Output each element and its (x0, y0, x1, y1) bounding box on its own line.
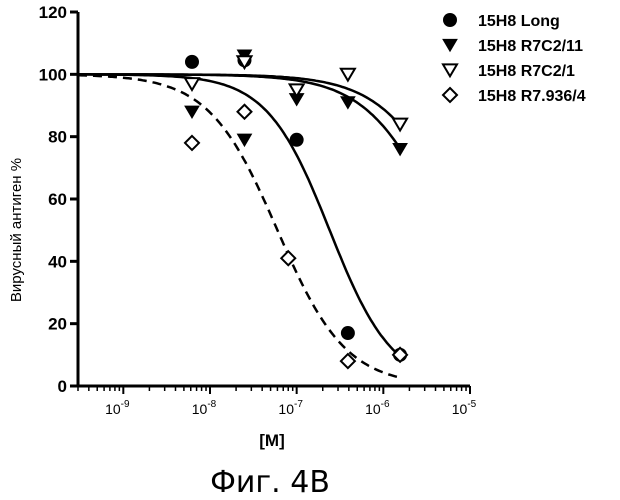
y-tick-label: 40 (48, 252, 67, 271)
chart: 0 20 40 60 80 100 120 10-9 10-8 10-7 10-6 10-5 15H8… (0, 0, 620, 500)
fit-curve-1 (78, 74, 401, 357)
data-point-s1 (341, 326, 355, 340)
y-tick-label: 0 (58, 377, 67, 396)
legend-label-4: 15H8 R7.936/4 (478, 88, 586, 105)
legend: 15H8 Long 15H8 R7C2/11 15H8 R7C2/1 15H8 R7.… (443, 13, 586, 105)
y-tick-label: 80 (48, 128, 67, 147)
legend-label-1: 15H8 Long (478, 13, 560, 30)
x-tick-label: 10-5 (452, 399, 477, 417)
y-tick-label: 60 (48, 190, 67, 209)
data-point-s4 (185, 136, 199, 150)
y-tick-label: 120 (39, 3, 67, 22)
data-point-s4 (237, 105, 251, 119)
y-axis-title: Вирусный антиген % (8, 158, 25, 302)
data-point-s1 (185, 55, 199, 69)
data-point-s1 (290, 133, 304, 147)
x-tick-label: 10-6 (365, 399, 390, 417)
data-point-s2 (185, 106, 199, 118)
legend-marker-1 (443, 13, 457, 27)
legend-marker-2 (443, 39, 457, 51)
legend-marker-4 (443, 88, 457, 102)
data-point-s3 (185, 78, 199, 90)
data-point-s3 (341, 69, 355, 81)
data-point-s3 (393, 119, 407, 131)
data-points (185, 50, 407, 368)
x-tick-label: 10-7 (278, 399, 303, 417)
legend-marker-3 (443, 64, 457, 76)
legend-label-3: 15H8 R7C2/1 (478, 63, 575, 80)
data-point-s2 (237, 134, 251, 146)
data-point-s2 (341, 97, 355, 109)
legend-label-2: 15H8 R7C2/11 (478, 38, 583, 55)
axes: 0 20 40 60 80 100 120 10-9 10-8 10-7 10-6 10-5 (39, 3, 477, 417)
x-tick-label: 10-9 (105, 399, 130, 417)
figure-caption: Фиг. 4В (210, 465, 330, 500)
y-tick-label: 100 (39, 65, 67, 84)
x-tick-label: 10-8 (192, 399, 217, 417)
x-axis-title: [M] (259, 431, 284, 450)
data-point-s2 (393, 144, 407, 156)
y-tick-label: 20 (48, 315, 67, 334)
data-point-s4 (281, 251, 295, 265)
